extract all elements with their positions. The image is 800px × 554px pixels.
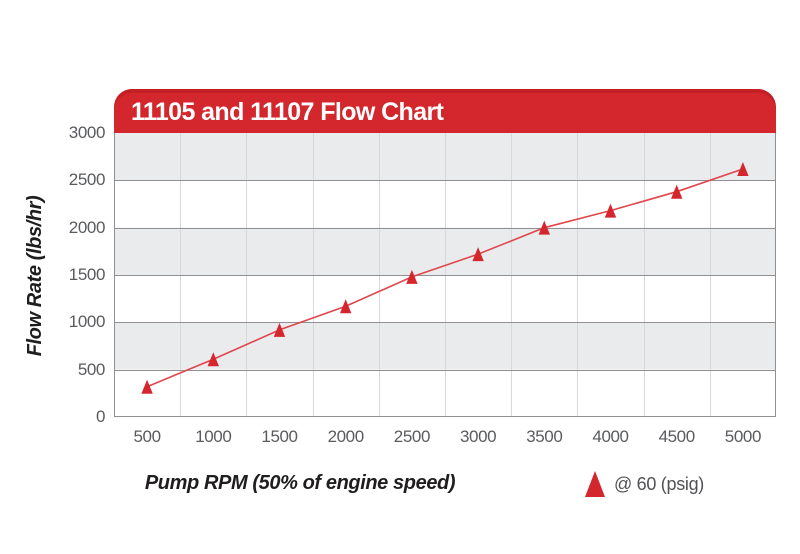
x-axis-title: Pump RPM (50% of engine speed)	[144, 472, 456, 494]
y-axis-title: Flow Rate (lbs/hr)	[24, 195, 46, 357]
y-tick-label: 1500	[68, 265, 106, 284]
chart-title-bar: 11105 and 11107 Flow Chart	[114, 89, 776, 133]
y-tick-label: 500	[77, 359, 106, 379]
flow-chart-plot	[114, 133, 776, 417]
x-tick-label: 2000	[327, 427, 365, 446]
data-point-triangle-marker	[207, 352, 219, 367]
data-point-triangle-marker	[538, 220, 550, 235]
legend-triangle-marker-icon	[585, 471, 605, 497]
x-tick-label: 5000	[724, 427, 762, 446]
data-point-triangle-marker	[604, 203, 617, 218]
y-tick-label: 2000	[68, 217, 106, 237]
data-point-triangle-marker	[671, 184, 683, 199]
plot-area	[114, 133, 776, 417]
chart-title: 11105 and 11107 Flow Chart	[131, 98, 444, 126]
data-point-triangle-marker	[472, 247, 484, 262]
data-point-triangle-marker	[406, 269, 418, 284]
data-point-triangle-marker	[141, 379, 153, 394]
x-tick-label: 4500	[658, 427, 696, 446]
x-tick-label: 3500	[526, 427, 563, 446]
x-tick-label: 500	[133, 427, 162, 446]
legend: @ 60 (psig)	[585, 469, 704, 497]
x-tick-label: 1500	[261, 427, 298, 446]
legend-series-label: @ 60 (psig)	[614, 474, 705, 494]
data-point-triangle-marker	[340, 299, 352, 314]
x-tick-label: 2500	[393, 427, 431, 446]
x-tick-label: 1000	[195, 427, 232, 446]
data-point-triangle-marker	[273, 322, 286, 337]
y-tick-label: 1000	[68, 312, 106, 332]
y-tick-label: 3000	[68, 123, 106, 142]
x-tick-label: 3000	[459, 427, 497, 446]
series-line	[146, 168, 744, 388]
y-tick-label: 2500	[68, 170, 106, 190]
plot-border	[114, 133, 776, 417]
data-point-triangle-marker	[737, 161, 749, 176]
y-tick-label: 0	[95, 407, 105, 426]
x-tick-label: 4000	[592, 427, 629, 446]
